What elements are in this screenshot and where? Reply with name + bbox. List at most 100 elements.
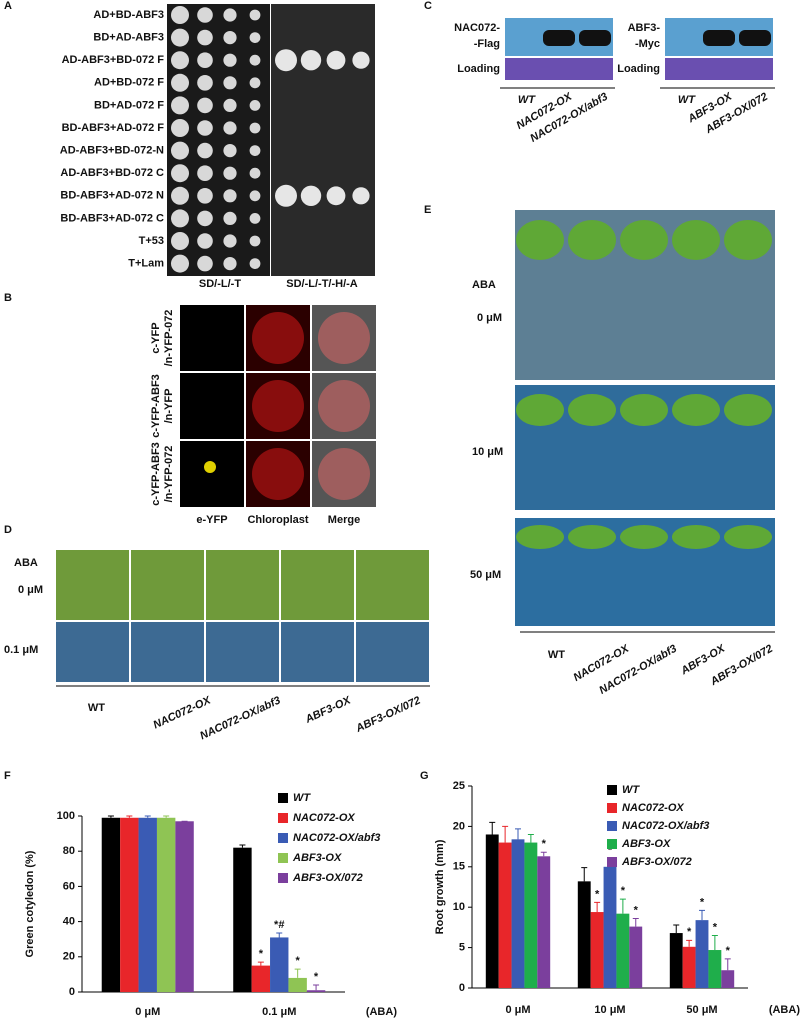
y-tick-label: 5 (459, 942, 465, 954)
blot-label: -Flag (474, 38, 500, 50)
shoots (620, 394, 668, 426)
error-bar (540, 851, 547, 857)
cell (318, 380, 370, 432)
colony (171, 119, 189, 137)
y-tick-label: 20 (63, 951, 75, 963)
colony (197, 233, 213, 249)
error-bar (527, 833, 534, 843)
bar (695, 920, 709, 988)
column-label: Chloroplast (247, 514, 308, 526)
legend-label: NAC072-OX/abf3 (293, 832, 380, 844)
significance-label: * (296, 955, 301, 967)
bar (629, 926, 643, 988)
seedling-photo (281, 550, 354, 620)
y-tick-label: 80 (63, 845, 75, 857)
colony (352, 187, 370, 205)
colony (197, 142, 213, 159)
y-tick-label: 25 (453, 780, 465, 792)
yfp-signal (204, 461, 216, 473)
row-label: c-YFP (150, 322, 162, 353)
band (579, 30, 611, 46)
y-tick-label: 15 (453, 861, 465, 873)
legend-label: NAC072-OX/abf3 (622, 820, 709, 832)
legend-swatch (278, 873, 288, 883)
photo (180, 305, 244, 371)
shoots (568, 525, 616, 549)
significance-label: * (726, 945, 731, 957)
bar (577, 881, 591, 988)
panel-letter: G (420, 770, 429, 782)
error-bar (257, 961, 264, 966)
colony (249, 145, 261, 157)
row-label: /n-YFP-072 (163, 310, 175, 367)
blot-label: NAC072- (454, 22, 500, 34)
photo (180, 441, 244, 507)
error-bar (594, 901, 601, 913)
cell (252, 448, 304, 500)
colony (197, 188, 213, 204)
panel-letter: D (4, 524, 12, 536)
colony (171, 51, 189, 70)
colony (249, 167, 261, 179)
significance-label: * (634, 904, 639, 916)
colony (223, 53, 237, 67)
genotype-label: ABF3-OX/072 (353, 694, 422, 735)
loading-label: Loading (617, 63, 660, 75)
bar (590, 912, 604, 988)
colony (249, 32, 261, 43)
error-bar (276, 932, 283, 938)
legend-swatch (278, 853, 288, 863)
colony (223, 257, 237, 271)
error-bar (502, 825, 509, 843)
bar (485, 834, 499, 988)
row-label: AD+BD-ABF3 (93, 9, 164, 21)
colony (223, 189, 237, 203)
error-bar (581, 867, 588, 882)
band (543, 30, 575, 46)
row-label: 0 μM (18, 584, 43, 596)
column-label: e-YFP (196, 514, 227, 526)
legend-label: WT (622, 784, 640, 796)
row-label: AD-ABF3+BD-072 F (62, 54, 165, 66)
colony (275, 184, 297, 207)
colony (223, 166, 237, 180)
colony (197, 255, 213, 272)
colony (171, 28, 189, 47)
colony (249, 258, 261, 269)
bar (120, 817, 139, 992)
bar (288, 977, 307, 992)
colony (197, 52, 213, 68)
colony (171, 6, 189, 24)
significance-label: * (687, 926, 692, 938)
row-label: BD-ABF3+AD-072 C (60, 212, 164, 224)
x-tick-label: 0 μM (135, 1006, 160, 1018)
colony (171, 96, 189, 115)
shoots (516, 525, 564, 549)
colony (249, 122, 261, 134)
colony (223, 121, 237, 135)
colony (171, 141, 189, 160)
genotype-label: NAC072-OX/abf3 (198, 694, 282, 742)
seedling-photo (56, 622, 129, 682)
colony (171, 209, 189, 228)
y-tick-label: 60 (63, 880, 75, 892)
error-bar (294, 968, 301, 978)
bar (138, 817, 157, 992)
row-label: AD-ABF3+BD-072-N (60, 145, 164, 157)
colony (300, 185, 322, 206)
y-tick-label: 20 (453, 820, 465, 832)
significance-label: * (542, 838, 547, 850)
bar (498, 842, 512, 988)
colony (197, 120, 213, 136)
row-label: 0 μM (477, 312, 502, 324)
y-tick-label: 0 (459, 982, 465, 994)
bar (669, 933, 683, 988)
x-tick-label: 0 μM (505, 1004, 530, 1016)
legend-label: NAC072-OX (293, 812, 355, 824)
cell (318, 312, 370, 364)
colony (326, 50, 346, 70)
genotype-label: ABF3-OX (303, 694, 353, 726)
colony (249, 213, 261, 224)
significance-label: * (259, 948, 264, 960)
